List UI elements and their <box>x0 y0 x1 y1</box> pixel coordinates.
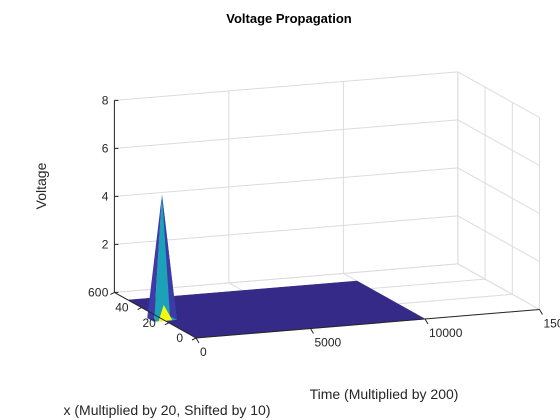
grid-line <box>457 215 540 262</box>
grid-line <box>114 215 458 245</box>
y-tick <box>164 322 170 326</box>
grid-line <box>114 167 458 197</box>
tick-layer: 050001000015000020406002468 <box>88 93 560 359</box>
x-tick <box>424 318 429 325</box>
z-tick-label: 8 <box>102 93 109 107</box>
z-tick-label: 2 <box>102 237 109 251</box>
y-tick <box>191 337 197 341</box>
x-tick <box>195 337 200 344</box>
grid-line <box>457 263 540 310</box>
spike-face <box>147 194 162 322</box>
spike-face <box>158 305 173 322</box>
x-tick <box>310 328 314 334</box>
x-axis-line <box>195 309 540 339</box>
y-axis-line <box>114 291 197 339</box>
x-axis-label: Time (Multiplied by 200) <box>310 386 459 402</box>
grid-line <box>457 71 540 118</box>
y-tick-label: 60 <box>88 285 102 299</box>
y-tick-label: 40 <box>115 301 129 315</box>
chart-title: Voltage Propagation <box>226 11 351 26</box>
spike-face <box>162 194 177 320</box>
y-tick <box>110 291 115 295</box>
x-tick-label: 0 <box>200 345 207 359</box>
z-tick-label: 0 <box>102 285 109 299</box>
z-axis-label: Voltage <box>33 162 49 209</box>
x-tick <box>539 309 543 315</box>
y-tick-label: 0 <box>176 331 183 345</box>
grid-line <box>457 119 540 166</box>
grid-line <box>457 167 540 214</box>
z-tick-label: 4 <box>102 189 109 203</box>
x-tick-label: 5000 <box>315 336 342 350</box>
z-tick-label: 6 <box>102 141 109 155</box>
grid-line <box>114 119 458 149</box>
x-tick-label: 15000 <box>544 317 560 331</box>
surface-layer <box>127 194 426 339</box>
x-tick-label: 10000 <box>429 326 463 340</box>
y-tick <box>137 307 142 311</box>
y-axis-label: x (Multiplied by 20, Shifted by 10) <box>64 402 271 418</box>
grid-line <box>114 71 458 101</box>
y-tick-label: 20 <box>142 316 156 330</box>
